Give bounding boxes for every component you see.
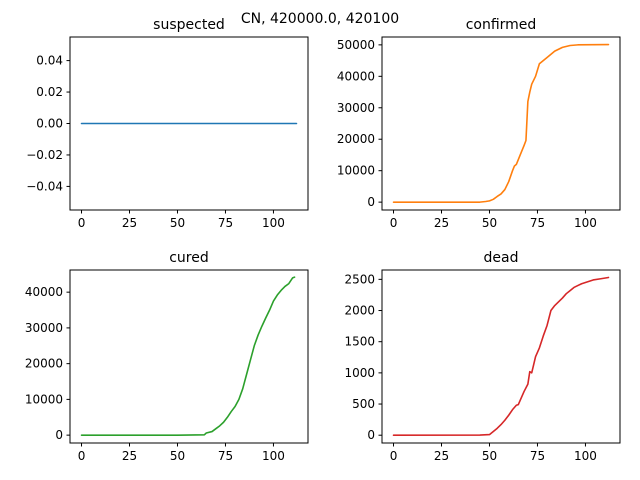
dead-title: dead xyxy=(484,250,519,266)
cured-y-tick-label: 20000 xyxy=(25,357,63,371)
dead-y-tick-label: 1000 xyxy=(344,366,375,380)
dead-y-tick-label: 2500 xyxy=(344,272,375,286)
dead-series-line xyxy=(392,276,610,437)
suspected-x-tick-label: 100 xyxy=(262,216,285,230)
confirmed-x-tick-label: 0 xyxy=(390,216,398,230)
cured-title: cured xyxy=(169,250,209,266)
confirmed-y-tick-label: 40000 xyxy=(337,69,375,83)
confirmed-y-tick-label: 30000 xyxy=(337,101,375,115)
cured-x-tick-label: 0 xyxy=(78,449,86,463)
suspected-title: suspected xyxy=(153,17,225,33)
dead-x-tick-label: 75 xyxy=(530,449,545,463)
cured-y-tick-label: 0 xyxy=(55,428,63,442)
dead-y-tick-label: 1500 xyxy=(344,335,375,349)
dead-x-tick-label: 100 xyxy=(574,449,597,463)
figure-suptitle: CN, 420000.0, 420100 xyxy=(241,11,399,27)
dead-x-tick-label: 0 xyxy=(390,449,398,463)
confirmed-title: confirmed xyxy=(466,17,537,33)
cured-series-line xyxy=(80,276,296,436)
confirmed-x-tick-label: 50 xyxy=(482,216,497,230)
cured-x-tick-label: 25 xyxy=(122,449,137,463)
dead-x-tick-label: 50 xyxy=(482,449,497,463)
suspected-y-tick-label: −0.04 xyxy=(26,179,63,193)
suspected-x-tick-label: 50 xyxy=(170,216,185,230)
confirmed-axes-frame xyxy=(381,36,621,211)
cured-y-tick-label: 10000 xyxy=(25,392,63,406)
confirmed-y-tick-label: 50000 xyxy=(337,38,375,52)
dead-x-tick-label: 25 xyxy=(434,449,449,463)
suspected-y-tick-label: 0.00 xyxy=(36,117,63,131)
dead-y-tick-label: 2000 xyxy=(344,304,375,318)
cured-subplot: cured 0 25 50 75 100 0 10000 20000 30000 40000 xyxy=(25,250,309,463)
cured-x-tick-label: 75 xyxy=(218,449,233,463)
suspected-y-tick-label: 0.02 xyxy=(36,85,63,99)
confirmed-x-tick-label: 75 xyxy=(530,216,545,230)
suspected-subplot: suspected 0 25 50 75 100 −0.04 −0.02 0.00 0.02 0.0… xyxy=(26,17,309,230)
dead-y-tick-label: 0 xyxy=(367,428,375,442)
suspected-x-tick-label: 25 xyxy=(122,216,137,230)
suspected-y-tick-label: −0.02 xyxy=(26,148,63,162)
confirmed-x-tick-label: 25 xyxy=(434,216,449,230)
confirmed-series-line xyxy=(392,43,610,203)
cured-y-tick-label: 30000 xyxy=(25,321,63,335)
suspected-x-tick-label: 75 xyxy=(218,216,233,230)
confirmed-y-tick-label: 0 xyxy=(367,195,375,209)
cured-y-tick-label: 40000 xyxy=(25,285,63,299)
confirmed-y-tick-label: 20000 xyxy=(337,132,375,146)
cured-x-tick-label: 100 xyxy=(262,449,285,463)
confirmed-subplot: confirmed 0 25 50 75 100 0 10000 20000 30000 40000… xyxy=(337,17,621,230)
dead-y-tick-label: 500 xyxy=(352,397,375,411)
confirmed-y-tick-label: 10000 xyxy=(337,164,375,178)
suspected-y-tick-label: 0.04 xyxy=(36,54,63,68)
confirmed-x-tick-label: 100 xyxy=(574,216,597,230)
cured-axes-frame xyxy=(69,269,309,444)
suspected-x-tick-label: 0 xyxy=(78,216,86,230)
dead-axes-frame xyxy=(381,269,621,444)
cured-x-tick-label: 50 xyxy=(170,449,185,463)
